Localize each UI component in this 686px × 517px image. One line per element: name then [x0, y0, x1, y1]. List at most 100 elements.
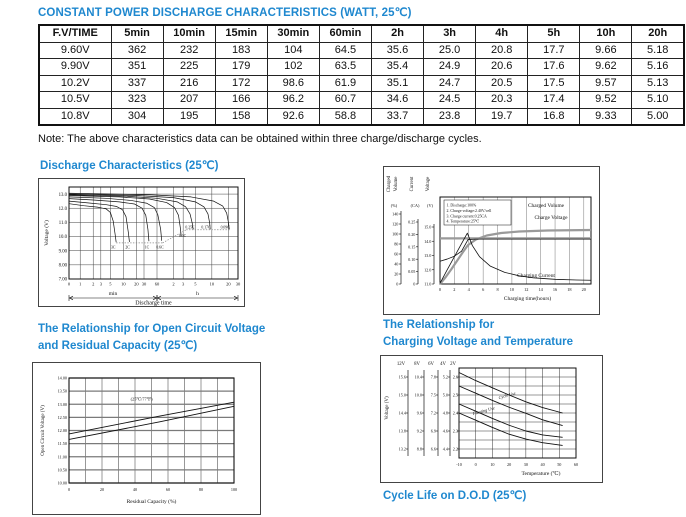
- svg-text:Current: Current: [410, 176, 415, 191]
- ocv-title-line2: and Residual Capacity (25℃): [38, 339, 198, 352]
- table-cell: 5.18: [631, 41, 685, 59]
- table-cell: 35.4: [370, 58, 425, 76]
- svg-text:2: 2: [453, 287, 455, 292]
- svg-text:12: 12: [524, 287, 528, 292]
- svg-text:100: 100: [231, 487, 237, 492]
- svg-text:7.8: 7.8: [431, 375, 436, 380]
- svg-text:60: 60: [155, 282, 160, 287]
- svg-text:10.0: 10.0: [415, 393, 422, 398]
- table-cell: 25.0: [423, 41, 477, 59]
- temp-chart-svg: 12V 15.6 15.0 14.4 13.8 13.2 8V 10.4 10.0 9.6 9.2 8…: [385, 362, 578, 477]
- discharge-chart: 13.0 12.0 11.0 10.0 9.00 8.00 7.00 0 1 2 3 5 10 20 30 6…: [38, 178, 245, 307]
- table-cell: 102: [266, 58, 320, 76]
- svg-text:3: 3: [100, 282, 103, 287]
- svg-text:20: 20: [100, 487, 104, 492]
- svg-text:10: 10: [510, 287, 514, 292]
- charge-characteristics-chart: Charged Volume (%) 0 20 40 60 80 100 120 140 Curren…: [383, 166, 600, 315]
- table-row: 10.8V 304 195 158 92.6 58.8 33.7 23.8 19.7 16.8 9.…: [38, 107, 685, 126]
- ocv-title-line1: The Relationship for Open Circuit Voltag…: [38, 323, 266, 335]
- svg-text:8.00: 8.00: [59, 264, 68, 269]
- svg-text:h: h: [196, 291, 199, 297]
- svg-text:15.0: 15.0: [399, 393, 406, 398]
- svg-text:Temperature (℃): Temperature (℃): [522, 470, 561, 477]
- table-body: 9.60V 362 232 183 104 64.5 35.6 25.0 20.8 17.7 9.6…: [38, 41, 685, 126]
- svg-text:15.0: 15.0: [424, 225, 431, 230]
- svg-text:80: 80: [199, 487, 203, 492]
- table-header-row: F.V/TIME 5min 10min 15min 30min 60min 2h 3h 4h 5h…: [38, 24, 685, 43]
- svg-text:4.4: 4.4: [443, 447, 449, 452]
- table-cell: 9.62: [579, 58, 633, 76]
- svg-text:9.2: 9.2: [417, 429, 422, 434]
- svg-text:4.6: 4.6: [443, 429, 448, 434]
- svg-text:(V): (V): [427, 203, 434, 208]
- table-cell: 9.33: [579, 107, 633, 126]
- svg-text:0: 0: [68, 282, 71, 287]
- svg-text:(CA): (CA): [411, 203, 420, 208]
- table-cell: 362: [110, 41, 164, 59]
- table-cell: 172: [214, 74, 268, 92]
- table-cell: 104: [266, 41, 320, 59]
- svg-text:0.17C: 0.17C: [201, 226, 211, 230]
- table-cell: 20.3: [475, 91, 529, 109]
- svg-text:2: 2: [92, 282, 94, 287]
- table-cell: 195: [162, 107, 216, 126]
- table-cell: 183: [214, 41, 268, 59]
- column-header: 30min: [266, 24, 320, 43]
- temp-chart: 12V 15.6 15.0 14.4 13.8 13.2 8V 10.4 10.0 9.6 9.2 8…: [380, 355, 603, 483]
- svg-text:30: 30: [142, 282, 147, 287]
- svg-text:6V: 6V: [428, 362, 434, 367]
- table-cell: 5.13: [631, 74, 685, 92]
- svg-text:7.2: 7.2: [431, 411, 436, 416]
- svg-text:0: 0: [396, 282, 398, 287]
- column-header: 5h: [527, 24, 581, 43]
- svg-text:140: 140: [392, 212, 398, 217]
- svg-text:14.00: 14.00: [58, 376, 67, 381]
- svg-text:2.4: 2.4: [453, 411, 459, 416]
- table-cell: 17.5: [527, 74, 581, 92]
- svg-text:-10: -10: [456, 462, 462, 467]
- charge-chart-svg: Charged Volume(%)020406080100120140Curren…: [387, 175, 592, 302]
- table-cell: 337: [110, 74, 164, 92]
- svg-text:0.25: 0.25: [408, 220, 415, 225]
- svg-text:4.8: 4.8: [443, 411, 448, 416]
- svg-text:11.0: 11.0: [424, 282, 431, 287]
- table-cell: 20.8: [475, 41, 529, 59]
- table-cell: 10.8V: [38, 107, 112, 126]
- table-cell: 60.7: [318, 91, 372, 109]
- svg-text:4. Temperature:25℃: 4. Temperature:25℃: [447, 220, 480, 224]
- table-cell: 304: [110, 107, 164, 126]
- table-cell: 24.5: [423, 91, 477, 109]
- ocv-chart-title: The Relationship for Open Circuit Voltag…: [38, 321, 265, 354]
- column-header: 60min: [318, 24, 372, 43]
- svg-text:16: 16: [553, 287, 558, 292]
- table-cell: 96.2: [266, 91, 320, 109]
- table-cell: 23.8: [423, 107, 477, 126]
- svg-text:Charged: Charged: [387, 175, 392, 192]
- svg-text:9.6: 9.6: [417, 411, 422, 416]
- svg-text:14: 14: [539, 287, 544, 292]
- svg-text:40: 40: [540, 462, 544, 467]
- table-cell: 9.66: [579, 41, 633, 59]
- svg-text:13.50: 13.50: [58, 389, 67, 394]
- ocv-chart-svg: 14.00 13.50 13.00 12.50 12.00 11.50 11.00 10.50…: [41, 376, 237, 505]
- svg-text:20: 20: [134, 282, 139, 287]
- table-cell: 323: [110, 91, 164, 109]
- svg-text:13.0: 13.0: [424, 253, 431, 258]
- column-header: 10min: [162, 24, 216, 43]
- svg-text:18: 18: [567, 287, 571, 292]
- svg-text:12.50: 12.50: [58, 415, 67, 420]
- table-cell: 158: [214, 107, 268, 126]
- svg-text:2C: 2C: [125, 245, 130, 249]
- svg-text:5: 5: [194, 282, 197, 287]
- svg-text:3C: 3C: [111, 245, 116, 249]
- svg-text:8.8: 8.8: [417, 447, 422, 452]
- svg-text:10: 10: [210, 282, 215, 287]
- svg-text:14.0: 14.0: [424, 239, 431, 244]
- svg-text:11.00: 11.00: [58, 454, 67, 459]
- table-cell: 19.7: [475, 107, 529, 126]
- table-cell: 9.90V: [38, 58, 112, 76]
- svg-text:9.00: 9.00: [59, 249, 68, 254]
- svg-text:30: 30: [236, 282, 241, 287]
- table-cell: 179: [214, 58, 268, 76]
- svg-text:Voltage (V): Voltage (V): [385, 396, 390, 420]
